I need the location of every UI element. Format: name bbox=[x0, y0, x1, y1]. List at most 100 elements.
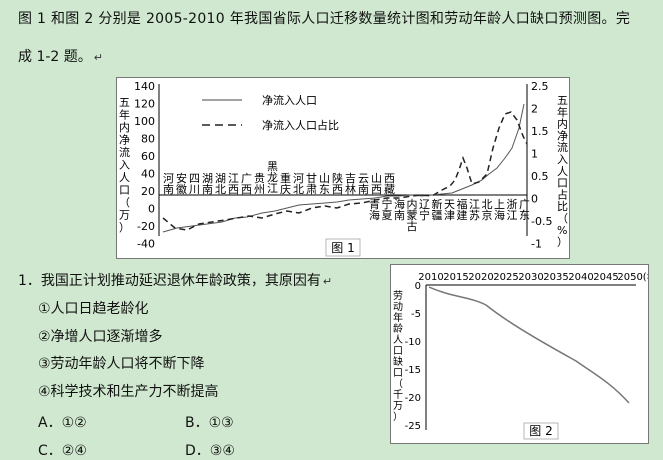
option-b[interactable]: B．①③ bbox=[185, 415, 234, 431]
left-axis-char: ） bbox=[119, 221, 130, 234]
option-c[interactable]: C．②④ bbox=[38, 443, 87, 459]
province-label: 山 bbox=[371, 172, 382, 185]
province-label: 津 bbox=[444, 209, 455, 222]
left-tick-label: -40 bbox=[137, 238, 155, 251]
province-label: 北 bbox=[293, 183, 304, 196]
province-label: 安 bbox=[176, 171, 187, 185]
left-tick-label: 40 bbox=[141, 168, 155, 181]
province-label: 江 bbox=[267, 182, 278, 195]
left-axis-char: 净 bbox=[119, 133, 130, 147]
figure-1-caption: 图 1 bbox=[331, 241, 354, 255]
right-tick-label: 1.5 bbox=[531, 125, 549, 138]
left-axis-char: 内 bbox=[119, 120, 130, 134]
y-tick-label: -10 bbox=[405, 337, 421, 348]
right-tick-label: 2.5 bbox=[531, 80, 549, 93]
y-tick-label: -25 bbox=[405, 421, 421, 432]
right-axis-char: 人 bbox=[557, 165, 568, 178]
province-label: 云 bbox=[358, 172, 369, 185]
province-label: 京 bbox=[482, 208, 493, 222]
left-axis-char: 五 bbox=[119, 96, 130, 109]
y-axis-char: （ bbox=[393, 378, 403, 390]
x-tick-label: 2025 bbox=[493, 272, 518, 283]
left-tick-label: 120 bbox=[134, 98, 155, 111]
province-label: 湖 bbox=[202, 172, 213, 185]
province-label: 海 bbox=[369, 208, 380, 222]
right-axis-char: 比 bbox=[557, 200, 568, 213]
province-label: 海 bbox=[494, 208, 505, 222]
province-label: 州 bbox=[254, 183, 265, 196]
right-axis-char: 年 bbox=[557, 105, 568, 119]
province-label: 湖 bbox=[215, 172, 226, 185]
x-tick-label: 2030 bbox=[518, 272, 543, 283]
question-1: 1．我国正计划推动延迟退休年龄政策，其原因有 ↵ bbox=[18, 273, 333, 289]
statement-2: ②净增人口逐渐增多 bbox=[38, 329, 163, 345]
figure-1-chart: 140 120 100 80 60 40 20 0 -20 -40 2.5 2 1.5 1 0.5 0 -0.… bbox=[119, 80, 568, 257]
right-tick-label: -1 bbox=[531, 238, 542, 251]
province-label: 北 bbox=[482, 198, 493, 211]
province-label: 江 bbox=[228, 172, 239, 185]
y-axis-char: 千 bbox=[393, 389, 403, 401]
province-label: 江 bbox=[507, 209, 518, 222]
province-label: 四 bbox=[189, 172, 200, 185]
province-label: 林 bbox=[345, 182, 356, 196]
x-tick-label: 2020 bbox=[468, 272, 493, 283]
y-axis-char: 口 bbox=[393, 368, 403, 379]
x-tick-label: 2015 bbox=[443, 272, 468, 283]
province-label: 古 bbox=[407, 220, 418, 233]
y-axis-char: 动 bbox=[393, 301, 403, 313]
province-label: 肃 bbox=[306, 183, 317, 196]
province-label: 广 bbox=[519, 198, 530, 211]
left-tick-label: 20 bbox=[141, 185, 155, 198]
left-axis-char: （ bbox=[119, 196, 130, 209]
left-tick-label: 100 bbox=[134, 115, 155, 128]
province-label: 上 bbox=[494, 198, 505, 211]
left-tick-label: 60 bbox=[141, 150, 155, 163]
province-label: 宁 bbox=[419, 208, 430, 222]
province-label: 海 bbox=[394, 197, 405, 211]
province-label: 贵 bbox=[254, 172, 265, 185]
x-tick-label: 2010 bbox=[418, 272, 443, 283]
province-label: 甘 bbox=[306, 172, 317, 185]
left-tick-label: -20 bbox=[137, 220, 155, 233]
net-inflow-ratio-line bbox=[162, 111, 528, 231]
right-tick-label: 0.5 bbox=[531, 170, 549, 183]
province-label: 陕 bbox=[332, 171, 343, 185]
left-ticks: 140 120 100 80 60 40 20 0 -20 -40 bbox=[134, 80, 155, 251]
y-axis-char: 龄 bbox=[393, 322, 403, 335]
option-d[interactable]: D．③④ bbox=[185, 443, 235, 459]
province-label: 南 bbox=[163, 183, 174, 196]
province-label: 天 bbox=[444, 198, 455, 211]
y-tick-label: -5 bbox=[411, 309, 421, 320]
province-label: 山 bbox=[319, 172, 330, 185]
left-axis-char: 流 bbox=[119, 145, 130, 159]
province-label: 重 bbox=[280, 171, 291, 185]
option-a[interactable]: A．①② bbox=[38, 415, 87, 431]
right-axis-char: % bbox=[557, 224, 567, 237]
province-label: 龙 bbox=[267, 171, 278, 184]
y-tick-label: -20 bbox=[405, 393, 421, 404]
y-tick-label: -15 bbox=[405, 365, 421, 376]
province-label: 南 bbox=[202, 183, 213, 196]
x-tick-label: 2045 bbox=[593, 272, 618, 283]
province-label: 西 bbox=[384, 172, 395, 185]
statement-4: ④科学技术和生产力不断提高 bbox=[38, 384, 219, 400]
right-axis-char: 五 bbox=[557, 94, 568, 107]
y-axis-char: 劳 bbox=[393, 289, 403, 302]
province-label: 西 bbox=[228, 183, 239, 196]
province-label: 浙 bbox=[507, 198, 518, 211]
province-label: 青 bbox=[369, 198, 380, 211]
province-label: 徽 bbox=[176, 182, 187, 196]
left-axis-char: 口 bbox=[119, 184, 130, 197]
province-label: 西 bbox=[332, 183, 343, 196]
province-label: 东 bbox=[519, 209, 530, 222]
province-label: 河 bbox=[293, 172, 304, 185]
province-label: 辽 bbox=[419, 198, 430, 211]
left-tick-label: 140 bbox=[134, 80, 155, 93]
province-label: 江 bbox=[469, 198, 480, 211]
y-axis-char: ） bbox=[393, 411, 403, 423]
right-ticks: 2.5 2 1.5 1 0.5 0 -0.5 -1 bbox=[531, 80, 552, 251]
x-tick-label: 2040 bbox=[568, 272, 593, 283]
